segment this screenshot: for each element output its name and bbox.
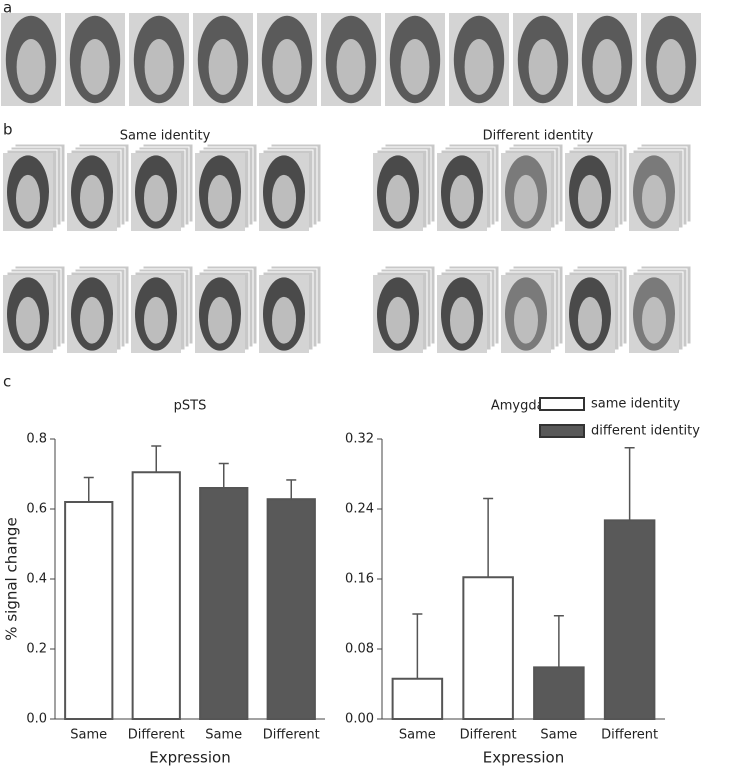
y-tick-label: 0.00 bbox=[345, 712, 374, 727]
face bbox=[16, 296, 40, 344]
face bbox=[578, 174, 602, 222]
face bbox=[514, 296, 538, 344]
face bbox=[208, 296, 232, 344]
x-tick-label: Same bbox=[540, 728, 577, 743]
y-tick-label: 0.32 bbox=[345, 432, 374, 447]
x-axis-label: Expression bbox=[149, 749, 230, 766]
y-tick-label: 0.0 bbox=[26, 712, 47, 727]
x-tick-label: Different bbox=[601, 728, 658, 743]
x-tick-label: Same bbox=[205, 728, 242, 743]
bar bbox=[199, 487, 249, 720]
bar bbox=[603, 519, 656, 720]
face bbox=[528, 39, 558, 95]
chart-title: pSTS bbox=[174, 399, 207, 414]
face bbox=[272, 39, 302, 95]
face bbox=[272, 174, 296, 222]
bar bbox=[533, 666, 585, 720]
face bbox=[208, 39, 238, 95]
x-tick-label: Same bbox=[70, 728, 107, 743]
face bbox=[578, 296, 602, 344]
panel-label: c bbox=[3, 373, 11, 391]
face bbox=[16, 174, 40, 222]
face bbox=[272, 296, 296, 344]
y-tick-label: 0.08 bbox=[345, 642, 374, 657]
bar bbox=[266, 498, 316, 721]
y-tick-label: 0.8 bbox=[26, 432, 47, 447]
face bbox=[208, 174, 232, 222]
y-axis-label: % signal change bbox=[3, 517, 21, 640]
face bbox=[400, 39, 430, 95]
legend-swatch bbox=[539, 424, 585, 438]
legend-label: different identity bbox=[591, 424, 700, 439]
bar bbox=[64, 501, 114, 720]
y-tick-label: 0.16 bbox=[345, 572, 374, 587]
x-tick-label: Same bbox=[399, 728, 436, 743]
face bbox=[144, 174, 168, 222]
face bbox=[464, 39, 494, 95]
bar bbox=[391, 677, 444, 720]
face bbox=[16, 39, 46, 95]
face bbox=[592, 39, 622, 95]
y-tick-label: 0.6 bbox=[26, 502, 47, 517]
legend-label: same identity bbox=[591, 397, 680, 412]
face bbox=[386, 296, 410, 344]
bar bbox=[131, 471, 181, 720]
face bbox=[450, 296, 474, 344]
face bbox=[336, 39, 366, 95]
face bbox=[80, 174, 104, 222]
face bbox=[642, 296, 666, 344]
face bbox=[80, 296, 104, 344]
legend-swatch bbox=[539, 397, 585, 411]
face bbox=[386, 174, 410, 222]
panel-label: b bbox=[3, 121, 13, 139]
bar bbox=[462, 576, 514, 720]
face bbox=[80, 39, 110, 95]
y-tick-label: 0.24 bbox=[345, 502, 374, 517]
face bbox=[450, 174, 474, 222]
panel-label: a bbox=[3, 0, 12, 17]
face bbox=[514, 174, 538, 222]
x-tick-label: Different bbox=[128, 728, 185, 743]
group-title: Same identity bbox=[120, 129, 211, 144]
x-tick-label: Different bbox=[263, 728, 320, 743]
x-tick-label: Different bbox=[460, 728, 517, 743]
face bbox=[144, 39, 174, 95]
face bbox=[642, 174, 666, 222]
photos bbox=[1, 13, 701, 353]
y-tick-label: 0.4 bbox=[26, 572, 47, 587]
y-tick-label: 0.2 bbox=[26, 642, 47, 657]
x-axis-label: Expression bbox=[483, 749, 564, 766]
group-title: Different identity bbox=[483, 129, 594, 144]
face bbox=[656, 39, 686, 95]
face bbox=[144, 296, 168, 344]
